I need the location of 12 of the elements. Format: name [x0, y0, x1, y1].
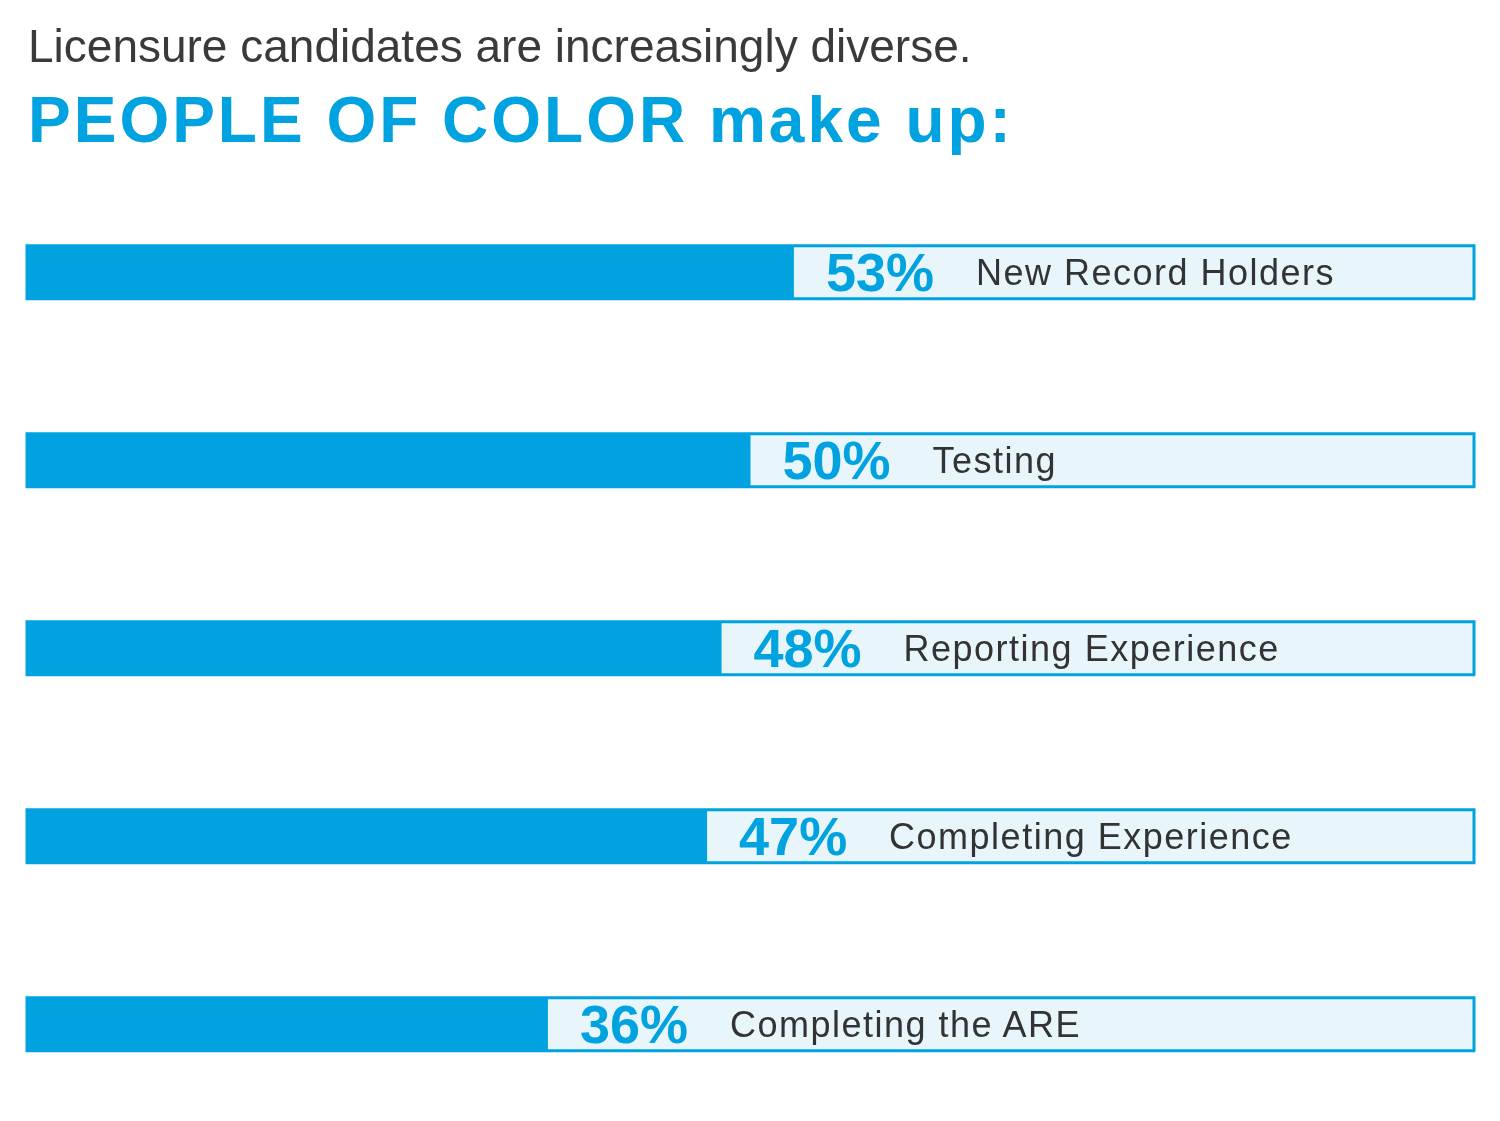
- y-tick-label: New Record Holders: [975, 251, 1336, 293]
- chart-subtitle: PEOPLE OF COLOR make up:: [28, 83, 1015, 158]
- y-tick-label: Testing: [932, 439, 1058, 481]
- chart-title: Licensure candidates are increasingly diverse.: [28, 19, 973, 74]
- data-label: 48%: [753, 618, 862, 679]
- data-label: 47%: [739, 806, 848, 867]
- data-label: 50%: [782, 430, 891, 491]
- y-tick-label: Completing the ARE: [729, 1003, 1082, 1045]
- data-label: 36%: [579, 994, 689, 1055]
- y-tick-label: Completing Experience: [889, 815, 1293, 857]
- y-tick-label: Reporting Experience: [903, 627, 1280, 669]
- data-label: 53%: [825, 242, 934, 303]
